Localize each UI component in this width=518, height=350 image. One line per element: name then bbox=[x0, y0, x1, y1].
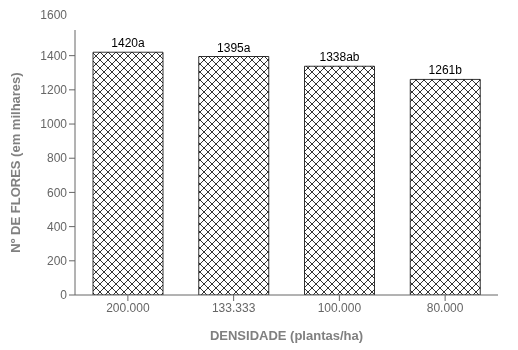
svg-text:1000: 1000 bbox=[40, 117, 67, 131]
svg-text:DENSIDADE (plantas/ha): DENSIDADE (plantas/ha) bbox=[210, 328, 363, 343]
svg-text:Nº DE FLORES (em milhares): Nº DE FLORES (em milhares) bbox=[8, 72, 23, 252]
svg-text:1395a: 1395a bbox=[217, 41, 251, 55]
html-text:1600: 1600 bbox=[40, 8, 67, 22]
svg-text:1338ab: 1338ab bbox=[319, 50, 359, 64]
svg-text:1261b: 1261b bbox=[429, 63, 463, 77]
svg-text:100.000: 100.000 bbox=[318, 301, 362, 315]
svg-text:133.333: 133.333 bbox=[212, 301, 256, 315]
svg-text:1200: 1200 bbox=[40, 83, 67, 97]
svg-text:1420a: 1420a bbox=[111, 36, 145, 50]
svg-text:600: 600 bbox=[47, 186, 67, 200]
svg-text:800: 800 bbox=[47, 151, 67, 165]
svg-text:1400: 1400 bbox=[40, 49, 67, 63]
svg-text:400: 400 bbox=[47, 220, 67, 234]
svg-text:200: 200 bbox=[47, 254, 67, 268]
svg-text:80.000: 80.000 bbox=[427, 301, 464, 315]
svg-text:200.000: 200.000 bbox=[106, 301, 150, 315]
svg-text:0: 0 bbox=[60, 288, 67, 302]
